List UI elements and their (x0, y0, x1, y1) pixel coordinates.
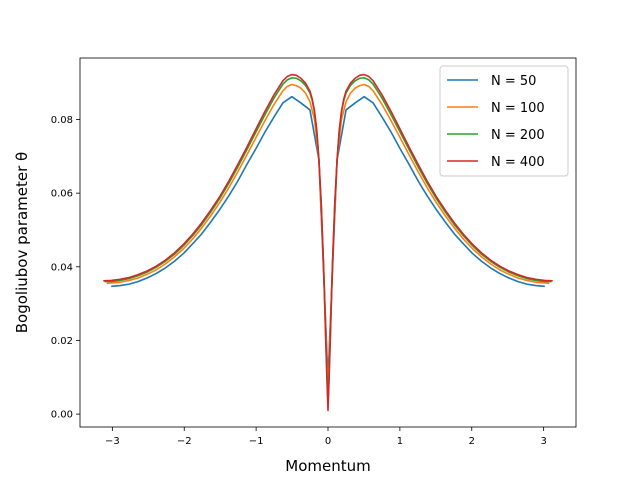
x-tick-label: 0 (325, 436, 331, 447)
x-tick-label: −1 (249, 436, 264, 447)
legend-label-3: N = 200 (491, 128, 545, 143)
legend: N = 50 N = 100 N = 200 N = 400 (439, 65, 569, 177)
y-tick-label: 0.02 (51, 336, 73, 347)
legend-label-4: N = 400 (491, 155, 545, 170)
x-axis-label: Momentum (285, 457, 370, 475)
series-layer (103, 73, 553, 412)
plot-frame (79, 57, 577, 428)
y-tick-label: 0.08 (51, 115, 73, 126)
legend-label-2: N = 100 (491, 101, 545, 116)
legend-items: N = 50 N = 100 N = 200 N = 400 (447, 74, 545, 170)
x-axis-ticks: −3 −2 −1 0 1 2 3 (105, 427, 547, 447)
y-tick-label: 0.04 (51, 262, 73, 273)
series-line-4 (103, 73, 553, 412)
legend-box (439, 65, 569, 177)
y-tick-label: 0.00 (51, 410, 73, 421)
x-tick-label: −3 (105, 436, 120, 447)
x-tick-label: −2 (177, 436, 192, 447)
y-axis-label: Bogoliubov parameter θ (13, 152, 31, 334)
x-tick-label: 2 (469, 436, 475, 447)
x-tick-label: 3 (540, 436, 546, 447)
x-tick-label: 1 (397, 436, 403, 447)
y-tick-label: 0.06 (51, 189, 73, 200)
y-axis-ticks: 0.00 0.02 0.04 0.06 0.08 (51, 115, 80, 421)
legend-label-1: N = 50 (491, 74, 536, 89)
